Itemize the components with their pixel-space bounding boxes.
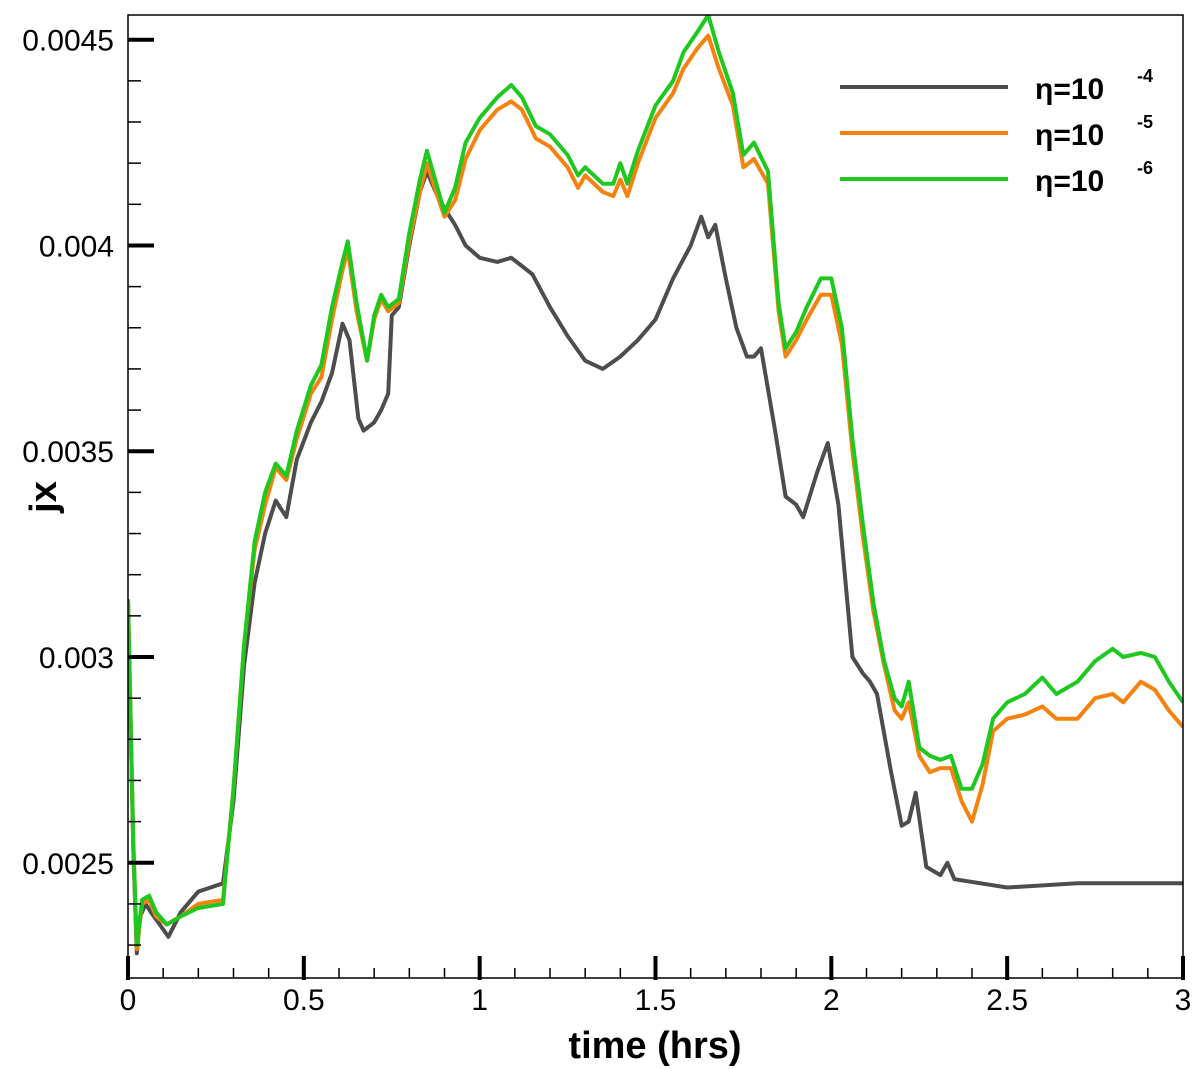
x-axis-title: time (hrs) xyxy=(568,1025,741,1067)
y-tick-label: 0.0025 xyxy=(22,848,114,881)
x-tick-label: 0.5 xyxy=(283,984,325,1017)
y-tick-label: 0.0035 xyxy=(22,436,114,469)
legend-label-3: η=10 xyxy=(1035,165,1104,198)
legend-label-1: η=10 xyxy=(1035,73,1104,106)
legend-label-2: η=10 xyxy=(1035,119,1104,152)
y-axis-ticks: 0.0025 0.003 0.0035 0.004 0.0045 xyxy=(22,25,154,946)
y-axis-title: jx xyxy=(23,481,65,514)
legend-exponent-3: -6 xyxy=(1137,158,1153,178)
legend: η=10 -4 η=10 -5 η=10 -6 xyxy=(840,66,1153,198)
x-tick-label: 2.5 xyxy=(986,984,1028,1017)
x-tick-label: 1 xyxy=(471,984,488,1017)
legend-exponent-2: -5 xyxy=(1137,112,1153,132)
series-line-3 xyxy=(128,15,1183,948)
x-axis-ticks: 0 0.5 1 1.5 2 2.5 3 xyxy=(120,956,1192,1017)
y-tick-label: 0.0045 xyxy=(22,25,114,58)
y-tick-label: 0.004 xyxy=(39,230,114,263)
x-tick-label: 2 xyxy=(823,984,840,1017)
series-layer xyxy=(128,15,1183,956)
x-tick-label: 3 xyxy=(1175,984,1192,1017)
y-tick-label: 0.003 xyxy=(39,642,114,675)
legend-exponent-1: -4 xyxy=(1137,66,1153,86)
series-line-1 xyxy=(128,169,1183,956)
x-tick-label: 0 xyxy=(120,984,137,1017)
x-tick-label: 1.5 xyxy=(635,984,677,1017)
